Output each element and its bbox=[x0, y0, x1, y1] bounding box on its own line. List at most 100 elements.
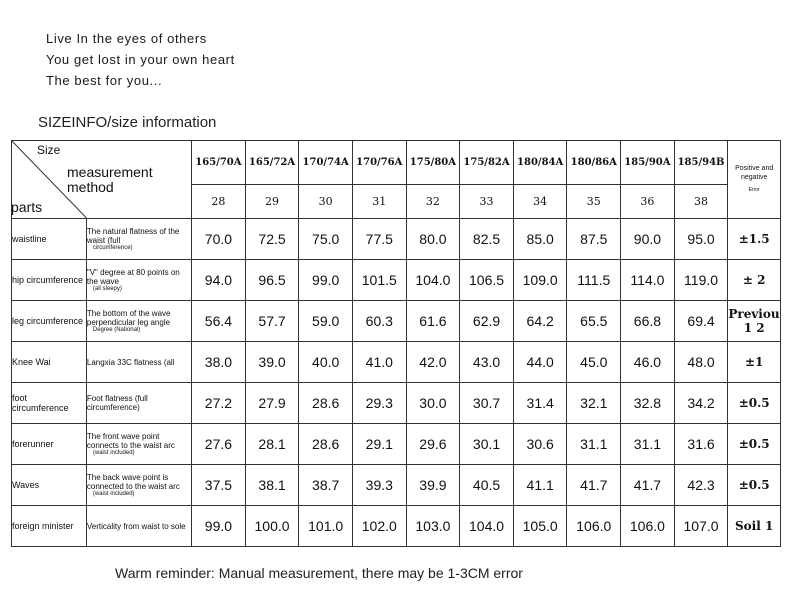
method-subtext: circumference) bbox=[92, 244, 133, 251]
size-header: 175/82A bbox=[459, 140, 514, 185]
measurement-cell: 114.0 bbox=[620, 259, 675, 301]
measurement-cell: 99.0 bbox=[191, 505, 246, 547]
table-row: Knee Wai Langxia 33C flatness (all 38.0 39.… bbox=[11, 341, 781, 383]
measurement-cell: 29.1 bbox=[351, 423, 407, 465]
measurement-cell: 27.9 bbox=[244, 382, 300, 424]
measurement-cell: 40.5 bbox=[459, 464, 514, 506]
tolerance-header: Positive and negative Error bbox=[727, 140, 781, 219]
measurement-cell: 101.5 bbox=[351, 259, 407, 301]
size-number: 30 bbox=[298, 184, 353, 219]
measurement-cell: 102.0 bbox=[351, 505, 407, 547]
method-subtext: (all sleepy) bbox=[92, 285, 122, 292]
measurement-cell: 42.3 bbox=[673, 464, 729, 506]
measurement-cell: 103.0 bbox=[405, 505, 461, 547]
measurement-cell: 65.5 bbox=[566, 300, 622, 342]
size-number: 36 bbox=[620, 184, 675, 219]
measurement-cell: 38.1 bbox=[244, 464, 300, 506]
measurement-cell: 40.0 bbox=[298, 341, 353, 383]
measurement-cell: 29.6 bbox=[405, 423, 461, 465]
measurement-cell: 31.1 bbox=[620, 423, 675, 465]
measurement-cell: 59.0 bbox=[298, 300, 353, 342]
measurement-cell: 45.0 bbox=[566, 341, 622, 383]
table-row: waistline The natural flatness of the wai… bbox=[11, 218, 781, 260]
tolerance-cell: ±0.5 bbox=[727, 464, 781, 506]
measurement-cell: 109.0 bbox=[512, 259, 568, 301]
method-cell: The natural flatness of the waist (full c… bbox=[85, 218, 193, 260]
size-header: 175/80A bbox=[405, 140, 461, 185]
method-subtext: (waist included) bbox=[92, 449, 135, 456]
measurement-cell: 43.0 bbox=[459, 341, 514, 383]
measurement-cell: 101.0 bbox=[298, 505, 353, 547]
measurement-cell: 41.1 bbox=[512, 464, 568, 506]
method-text: Langxia 33C flatness (all bbox=[86, 357, 175, 367]
slogan-line: You get lost in your own heart bbox=[46, 52, 235, 67]
measurement-cell: 119.0 bbox=[673, 259, 729, 301]
slogan-line: The best for you... bbox=[46, 73, 163, 88]
part-cell: Waves bbox=[11, 464, 87, 506]
size-number: 32 bbox=[405, 184, 461, 219]
table-row: forerunner The front wave point connects … bbox=[11, 423, 781, 465]
measurement-cell: 95.0 bbox=[673, 218, 729, 260]
measurement-cell: 107.0 bbox=[673, 505, 729, 547]
measurement-cell: 28.6 bbox=[298, 423, 353, 465]
method-cell: The bottom of the wave perpendicular leg… bbox=[85, 300, 193, 342]
measurement-cell: 72.5 bbox=[244, 218, 300, 260]
size-header: 165/72A bbox=[244, 140, 300, 185]
measurement-cell: 28.6 bbox=[298, 382, 353, 424]
measurement-cell: 31.6 bbox=[673, 423, 729, 465]
table-row: Waves The back wave point is connected to… bbox=[11, 464, 781, 506]
measurement-cell: 42.0 bbox=[405, 341, 461, 383]
corner-parts-label: parts bbox=[11, 199, 43, 215]
part-cell: waistline bbox=[11, 218, 87, 260]
tolerance-cell: ±1.5 bbox=[727, 218, 781, 260]
measurement-cell: 104.0 bbox=[459, 505, 514, 547]
size-header: 170/74A bbox=[298, 140, 353, 185]
tolerance-cell: Previous 1 2 bbox=[727, 300, 781, 342]
corner-method-label: measurement method bbox=[67, 164, 153, 195]
size-header: 185/90A bbox=[620, 140, 675, 185]
size-header: 165/70A bbox=[191, 140, 246, 185]
part-cell: Knee Wai bbox=[11, 341, 87, 383]
measurement-cell: 87.5 bbox=[566, 218, 622, 260]
part-cell: foreign minister bbox=[11, 505, 87, 547]
measurement-cell: 48.0 bbox=[673, 341, 729, 383]
measurement-cell: 60.3 bbox=[351, 300, 407, 342]
measurement-cell: 30.1 bbox=[459, 423, 514, 465]
method-text: The natural flatness of the waist (full bbox=[86, 226, 180, 245]
tolerance-cell: ± 2 bbox=[727, 259, 781, 301]
tolerance-header-sub: Error bbox=[748, 187, 760, 193]
size-number: 34 bbox=[512, 184, 568, 219]
method-subtext: (waist included) bbox=[92, 490, 135, 497]
measurement-cell: 57.7 bbox=[244, 300, 300, 342]
size-number: 31 bbox=[351, 184, 407, 219]
method-subtext: Degree (National) bbox=[92, 326, 141, 333]
measurement-cell: 62.9 bbox=[459, 300, 514, 342]
size-header: 170/76A bbox=[351, 140, 407, 185]
measurement-cell: 46.0 bbox=[620, 341, 675, 383]
part-cell: hip circumference bbox=[11, 259, 87, 301]
measurement-cell: 85.0 bbox=[512, 218, 568, 260]
measurement-cell: 64.2 bbox=[512, 300, 568, 342]
measurement-cell: 41.0 bbox=[351, 341, 407, 383]
method-cell: "V" degree at 80 points on the wave (all … bbox=[85, 259, 193, 301]
size-header: 185/94B bbox=[673, 140, 729, 185]
size-number: 28 bbox=[191, 184, 246, 219]
method-cell: The back wave point is connected to the … bbox=[85, 464, 193, 506]
measurement-cell: 41.7 bbox=[620, 464, 675, 506]
table-row: leg circumference The bottom of the wave … bbox=[11, 300, 781, 342]
measurement-cell: 96.5 bbox=[244, 259, 300, 301]
method-cell: Verticality from waist to sole bbox=[85, 505, 193, 547]
measurement-cell: 100.0 bbox=[244, 505, 300, 547]
measurement-cell: 106.5 bbox=[459, 259, 514, 301]
measurement-cell: 41.7 bbox=[566, 464, 622, 506]
measurement-cell: 77.5 bbox=[351, 218, 407, 260]
measurement-cell: 30.6 bbox=[512, 423, 568, 465]
size-number: 35 bbox=[566, 184, 622, 219]
part-cell: leg circumference bbox=[11, 300, 87, 342]
measurement-cell: 106.0 bbox=[620, 505, 675, 547]
measurement-cell: 39.0 bbox=[244, 341, 300, 383]
tolerance-cell: ±1 bbox=[727, 341, 781, 383]
measurement-cell: 32.8 bbox=[620, 382, 675, 424]
method-cell: The front wave point connects to the wai… bbox=[85, 423, 193, 465]
table-corner-header: Size measurement method parts bbox=[10, 140, 193, 219]
